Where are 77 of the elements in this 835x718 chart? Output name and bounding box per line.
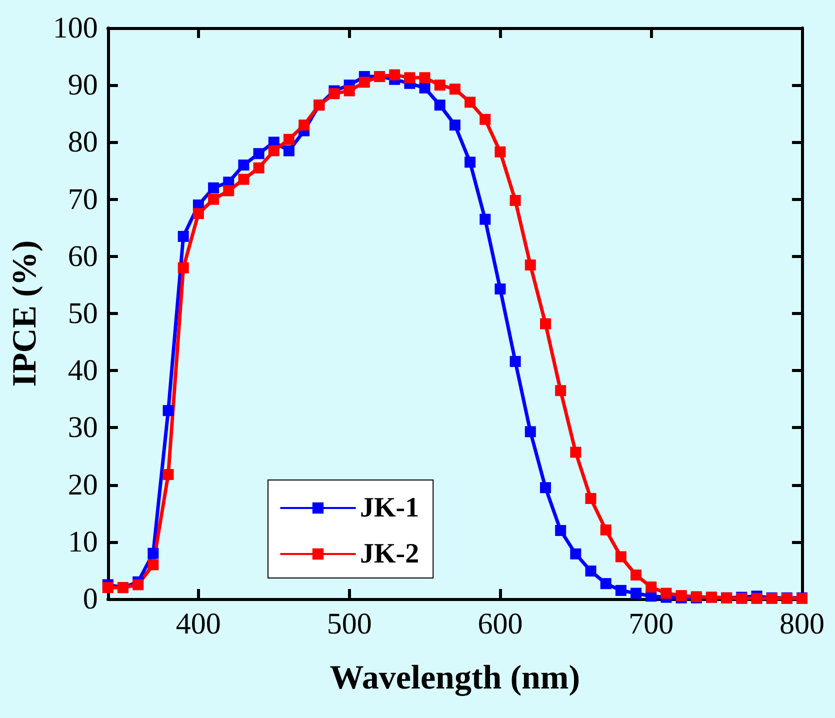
point: [630, 570, 642, 581]
point: [419, 82, 430, 94]
x-tick-label: 600: [478, 608, 523, 640]
point: [162, 405, 174, 416]
y-tick-label: 60: [68, 240, 98, 273]
point: [283, 134, 294, 145]
y-tick-label: 20: [68, 468, 98, 502]
legend-label: JK-2: [360, 538, 420, 570]
point: [404, 72, 416, 84]
point: [660, 588, 672, 599]
point: [570, 548, 582, 560]
point: [253, 162, 264, 174]
point: [253, 148, 264, 160]
point: [494, 283, 506, 294]
point: [570, 446, 582, 458]
x-axis-title: Wavelength (nm): [330, 660, 580, 696]
point: [419, 72, 430, 84]
point: [328, 88, 340, 100]
point: [148, 548, 159, 559]
y-tick-label: 80: [68, 126, 98, 159]
y-axis-title: IPCE (%): [6, 240, 44, 387]
point: [223, 185, 234, 196]
point: [449, 120, 460, 131]
y-tick-label: 0: [82, 582, 98, 616]
legend-label: JK-1: [360, 492, 420, 524]
point: [162, 469, 174, 480]
point: [208, 182, 220, 194]
point: [238, 174, 250, 185]
point: [615, 551, 626, 562]
point: [540, 482, 551, 494]
point: [600, 524, 612, 536]
point: [585, 493, 596, 504]
y-tick-label: 30: [68, 411, 98, 444]
y-tick-label: 70: [68, 182, 98, 216]
point: [600, 578, 612, 590]
point: [132, 579, 144, 590]
y-tick-label: 90: [68, 68, 98, 102]
point: [540, 318, 551, 330]
point: [510, 356, 521, 367]
point: [298, 120, 310, 131]
point: [208, 194, 220, 205]
y-tick-label: 40: [68, 354, 98, 388]
point: [344, 85, 355, 96]
y-tick-label: 10: [68, 525, 98, 558]
point: [630, 588, 642, 599]
point: [283, 145, 294, 156]
point: [524, 259, 536, 270]
point: [480, 214, 491, 225]
point: [464, 96, 476, 108]
point: [524, 426, 536, 438]
point: [449, 84, 460, 95]
point: [192, 208, 204, 220]
x-tick-label: 800: [780, 608, 824, 640]
point: [178, 262, 189, 274]
point: [268, 145, 280, 156]
point: [434, 100, 446, 111]
point: [555, 524, 566, 536]
point: [238, 160, 250, 171]
point: [585, 566, 596, 577]
point: [464, 156, 476, 168]
x-tick-label: 500: [326, 608, 372, 640]
point: [434, 80, 446, 91]
point: [615, 584, 626, 596]
y-tick-label: 50: [68, 297, 98, 330]
point: [646, 582, 657, 593]
point: [178, 230, 189, 242]
point: [102, 582, 114, 594]
point: [389, 69, 400, 80]
point: [358, 76, 370, 88]
y-tick-label: 100: [52, 12, 98, 44]
x-tick-label: 400: [176, 608, 221, 640]
point: [148, 559, 159, 570]
point: [494, 146, 506, 158]
x-tick-label: 700: [628, 608, 674, 640]
point: [480, 114, 491, 125]
point: [510, 194, 521, 206]
point: [555, 385, 566, 396]
